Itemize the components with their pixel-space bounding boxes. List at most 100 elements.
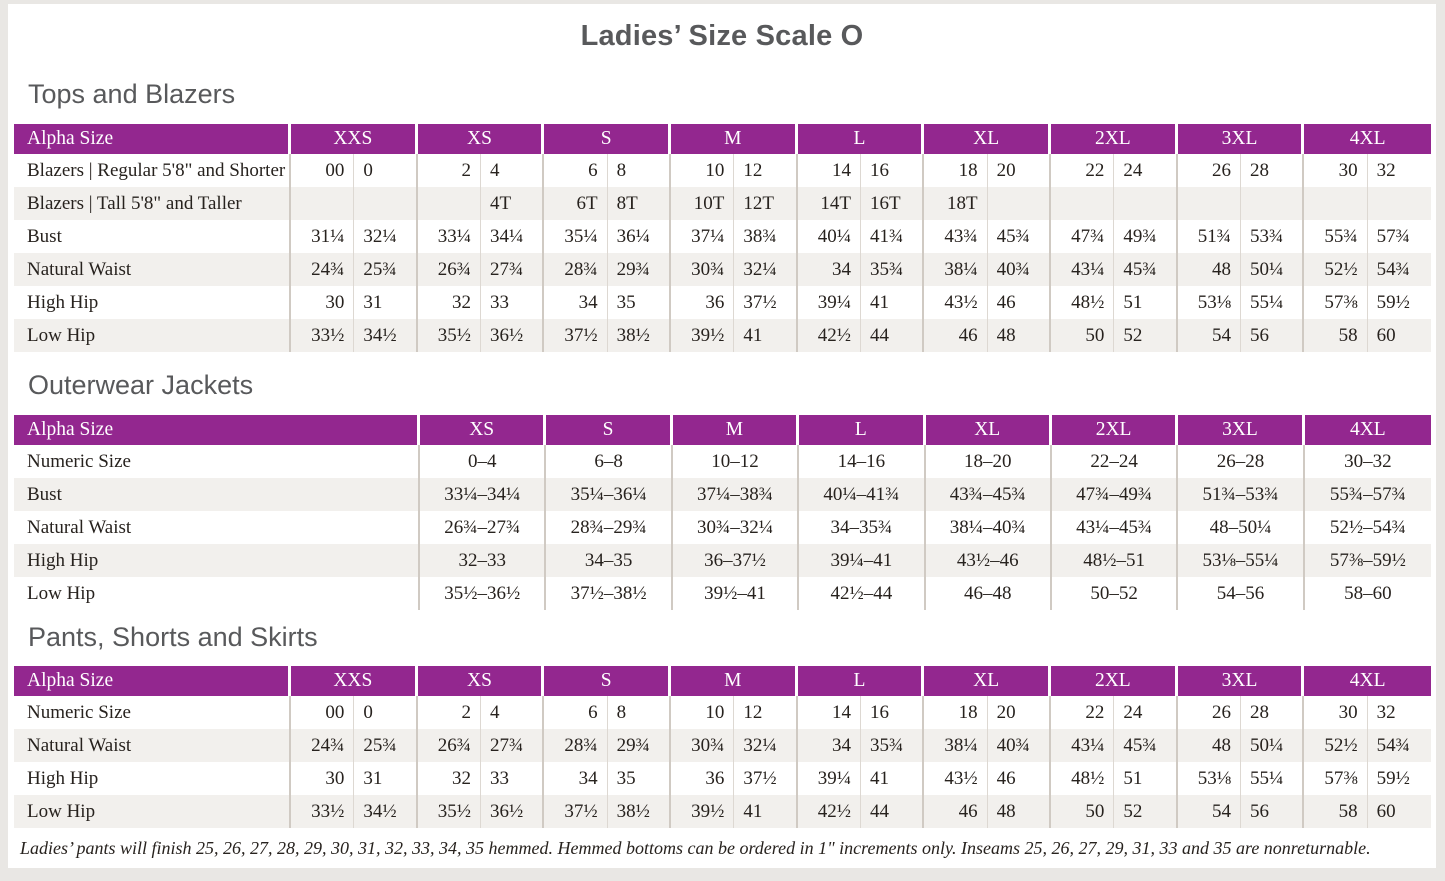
row-label: High Hip — [14, 286, 291, 319]
size-cell: 00 — [291, 696, 355, 729]
size-cell: 37¼–38¾ — [672, 478, 800, 511]
size-cell: 36½ — [480, 795, 545, 828]
size-cell — [987, 187, 1051, 220]
size-cell: 39½–41 — [672, 577, 800, 610]
size-cell: 45¾ — [987, 220, 1051, 253]
size-cell: 28¾ — [544, 253, 608, 286]
column-header-4xl: 4XL — [1304, 666, 1431, 696]
size-cell: 50¼ — [1240, 253, 1305, 286]
size-cell: 20 — [987, 696, 1051, 729]
size-cell: 26 — [1177, 696, 1241, 729]
size-cell: 34–35¾ — [799, 511, 926, 544]
row-label: Blazers | Regular 5'8" and Shorter — [14, 154, 291, 187]
size-cell: 31¼ — [291, 220, 355, 253]
column-header-4xl: 4XL — [1304, 124, 1431, 154]
size-cell — [1050, 187, 1115, 220]
size-cell: 31 — [354, 286, 418, 319]
size-cell: 58–60 — [1304, 577, 1431, 610]
size-cell: 8T — [607, 187, 671, 220]
size-cell: 33¼ — [417, 220, 481, 253]
document-page: Ladies’ Size Scale O Tops and Blazers Al… — [8, 4, 1436, 868]
row-label: High Hip — [14, 544, 420, 577]
size-cell: 43¼ — [1050, 253, 1115, 286]
size-cell: 29¾ — [607, 729, 671, 762]
size-cell: 37½ — [734, 286, 798, 319]
size-cell: 20 — [987, 154, 1051, 187]
size-cell: 48 — [1177, 729, 1241, 762]
column-header-3xl: 3XL — [1177, 666, 1305, 696]
size-cell — [354, 187, 418, 220]
size-cell: 34½ — [354, 319, 418, 352]
pants-shorts-skirts-table: Alpha Size XXS XS S M L XL 2XL 3XL 4XL Numeric Siz… — [14, 666, 1431, 828]
size-cell: 28¾ — [544, 729, 608, 762]
row-label: Natural Waist — [14, 511, 420, 544]
size-cell: 0 — [354, 154, 418, 187]
size-cell: 48½ — [1050, 762, 1115, 795]
size-cell: 48 — [987, 319, 1051, 352]
size-cell: 34 — [544, 286, 608, 319]
size-cell: 33½ — [291, 795, 355, 828]
size-cell: 26¾ — [417, 253, 481, 286]
size-cell: 10 — [670, 696, 735, 729]
size-cell: 2 — [417, 696, 481, 729]
size-cell: 53⅛ — [1177, 762, 1241, 795]
size-cell: 39¼–41 — [799, 544, 926, 577]
size-cell: 60 — [1367, 795, 1431, 828]
size-cell: 32¼ — [354, 220, 418, 253]
size-cell: 10T — [670, 187, 735, 220]
size-cell: 53¾ — [1240, 220, 1305, 253]
row-label: Bust — [14, 220, 291, 253]
size-cell: 29¾ — [607, 253, 671, 286]
size-cell: 34¼ — [480, 220, 545, 253]
size-cell: 37¼ — [670, 220, 735, 253]
size-cell: 46–48 — [925, 577, 1052, 610]
size-cell: 30¾ — [670, 729, 735, 762]
section-tops-and-blazers: Tops and Blazers Alpha Size XXS XS S M L XL 2XL… — [8, 79, 1436, 352]
section-heading-outerwear-jackets: Outerwear Jackets — [28, 370, 254, 400]
size-cell: 33½ — [291, 319, 355, 352]
column-header-xl: XL — [924, 124, 1051, 154]
size-cell: 34½ — [354, 795, 418, 828]
size-cell — [1240, 187, 1305, 220]
size-cell: 32 — [417, 762, 481, 795]
size-cell: 12 — [734, 696, 798, 729]
column-header-2xl: 2XL — [1050, 124, 1178, 154]
size-cell: 54¾ — [1367, 253, 1431, 286]
size-cell: 32 — [1367, 696, 1431, 729]
size-cell: 37½–38½ — [546, 577, 673, 610]
size-cell: 00 — [291, 154, 355, 187]
size-cell: 36½ — [480, 319, 545, 352]
size-cell: 26 — [1177, 154, 1241, 187]
size-cell: 24¾ — [291, 253, 355, 286]
size-cell: 40¼–41¾ — [799, 478, 926, 511]
size-cell: 38¼ — [924, 729, 988, 762]
size-cell: 48½–51 — [1051, 544, 1179, 577]
size-cell: 42½–44 — [799, 577, 926, 610]
size-cell: 18 — [924, 696, 988, 729]
column-header-l: L — [797, 666, 925, 696]
size-cell: 24¾ — [291, 729, 355, 762]
column-header-xxs: XXS — [291, 666, 418, 696]
size-cell: 45¾ — [1114, 253, 1178, 286]
size-cell: 34 — [797, 253, 861, 286]
size-cell: 41 — [860, 286, 925, 319]
size-cell: 54 — [1177, 795, 1241, 828]
size-cell: 27¾ — [480, 253, 545, 286]
size-cell: 34 — [797, 729, 861, 762]
size-cell: 35½–36½ — [420, 577, 547, 610]
size-cell: 55¼ — [1240, 286, 1305, 319]
size-cell: 35¼–36¼ — [546, 478, 673, 511]
size-cell: 22 — [1050, 696, 1115, 729]
size-cell: 33 — [480, 762, 545, 795]
size-cell: 50 — [1050, 319, 1115, 352]
size-cell: 57⅜–59½ — [1304, 544, 1431, 577]
row-label: Blazers | Tall 5'8" and Taller — [14, 187, 291, 220]
size-cell: 57⅜ — [1304, 762, 1368, 795]
column-header-xs: XS — [417, 666, 545, 696]
size-cell: 22 — [1050, 154, 1115, 187]
size-cell: 16 — [860, 154, 925, 187]
column-header-m: M — [670, 666, 798, 696]
size-cell: 45¾ — [1114, 729, 1178, 762]
size-cell: 51 — [1114, 762, 1178, 795]
size-cell: 38¾ — [734, 220, 798, 253]
